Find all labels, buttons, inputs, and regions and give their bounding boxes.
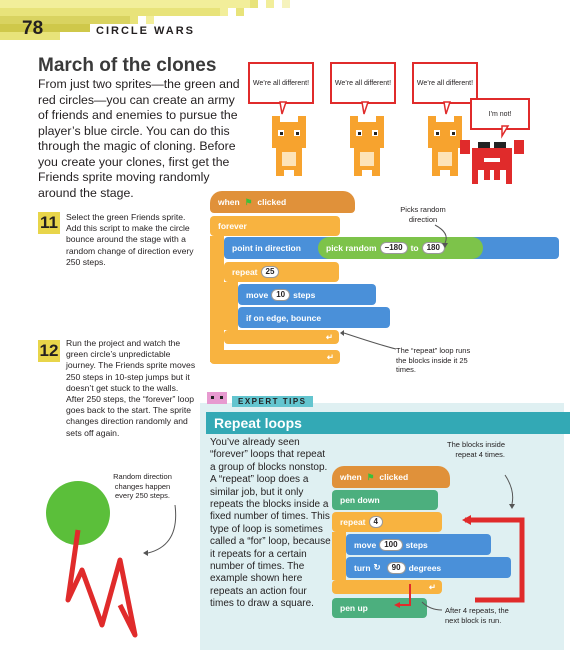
repeat-count-input[interactable]: 25: [260, 266, 280, 278]
intro-paragraph: From just two sprites—the green and red …: [38, 77, 240, 200]
forever-block[interactable]: forever: [210, 216, 340, 236]
pen-up-block[interactable]: pen up: [332, 598, 427, 618]
speech-bubble-4: I’m not!: [470, 98, 530, 130]
page-number: 78: [22, 18, 44, 39]
block-label: repeat: [232, 267, 258, 277]
block-label: clicked: [257, 197, 287, 207]
note-random-direction: Random direction changes happen every 25…: [113, 472, 172, 500]
speech-bubble-3: We’re all different!: [412, 62, 478, 104]
article-title: March of the clones: [38, 55, 217, 76]
robot-icon: [207, 392, 227, 404]
sprite-illustration: [272, 101, 524, 184]
green-flag-icon: ⚑: [366, 471, 375, 482]
note-repeat-loop: The “repeat” loop runs the blocks inside…: [396, 346, 471, 374]
repeat-block[interactable]: repeat 4: [332, 512, 442, 532]
header-pattern: [0, 0, 571, 41]
cat-sprite-icon: [350, 116, 384, 176]
block-label: pen up: [340, 603, 368, 613]
bounce-block[interactable]: if on edge, bounce: [238, 307, 390, 328]
loop-arrow-icon: ↵: [428, 581, 436, 592]
block-label: when: [218, 197, 240, 207]
repeat-block-arm: [332, 532, 346, 580]
turn-degrees-input[interactable]: 90: [386, 561, 406, 574]
step-number-12: 12: [38, 340, 60, 362]
block-label: pen down: [340, 495, 380, 505]
step-number-11: 11: [38, 212, 60, 234]
random-path-drawing: [46, 481, 177, 638]
repeat-block[interactable]: repeat 25: [224, 262, 339, 282]
when-flag-clicked-block[interactable]: when ⚑ clicked: [210, 191, 355, 213]
crab-sprite-icon: [460, 140, 524, 184]
rotate-right-icon: ↻: [373, 562, 381, 572]
loop-arrow-icon: ↵: [326, 351, 334, 362]
block-label: if on edge, bounce: [246, 312, 322, 323]
note-blocks-inside: The blocks inside repeat 4 times.: [447, 440, 505, 459]
pick-random-block[interactable]: pick random −180 to 180: [318, 237, 483, 259]
forever-block-end: ↵: [210, 350, 340, 364]
loop-arrow-icon: ↵: [325, 331, 333, 342]
turn-degrees-block[interactable]: turn ↻ 90 degrees: [346, 557, 511, 578]
cat-sprite-icon: [428, 116, 462, 176]
block-label: move: [246, 289, 269, 300]
block-label: forever: [218, 221, 247, 231]
note-picks-random: Picks random direction: [400, 205, 446, 224]
note-after-four: After 4 repeats, the next block is run.: [445, 606, 509, 625]
move-steps-input[interactable]: 10: [271, 288, 291, 301]
block-label: to: [410, 243, 419, 253]
annotation-arrows: [340, 224, 448, 350]
speech-bubble-2: We’re all different!: [330, 62, 396, 104]
block-label: when: [340, 472, 362, 482]
block-label: clicked: [379, 472, 409, 482]
random-max-input[interactable]: 180: [421, 242, 445, 254]
when-flag-clicked-block[interactable]: when ⚑ clicked: [332, 466, 450, 488]
block-label: steps: [293, 289, 316, 300]
move-steps-block[interactable]: move 10 steps: [238, 284, 376, 305]
loop-arrows: [394, 474, 525, 611]
expert-tips-body: You’ve already seen “forever” loops that…: [210, 437, 331, 610]
block-label: turn: [354, 562, 371, 573]
repeat-block-end: ↵: [224, 330, 339, 344]
header-pixels: [0, 0, 571, 41]
green-flag-icon: ⚑: [244, 196, 253, 207]
green-circle: [46, 481, 110, 545]
random-min-input[interactable]: −180: [379, 242, 408, 254]
repeat-block-end: ↵: [332, 580, 442, 594]
block-label: degrees: [408, 562, 442, 573]
speech-bubble-1: We’re all different!: [248, 62, 314, 104]
block-label: move: [354, 539, 377, 550]
expert-tips-title: Repeat loops: [206, 412, 570, 434]
pen-down-block[interactable]: pen down: [332, 490, 438, 510]
block-label: repeat: [340, 517, 366, 527]
step-text-11: Select the green Friends sprite. Add thi…: [66, 212, 194, 267]
cat-sprite-icon: [272, 116, 306, 176]
block-label: steps: [405, 539, 428, 550]
move-steps-input[interactable]: 100: [379, 538, 403, 551]
repeat-count-input[interactable]: 4: [368, 516, 383, 528]
forever-block-arm: [210, 236, 224, 362]
section-title: CIRCLE WARS: [96, 25, 195, 37]
block-label: point in direction: [232, 243, 301, 253]
step-text-12: Run the project and watch the green circ…: [66, 338, 196, 438]
move-steps-block[interactable]: move 100 steps: [346, 534, 491, 555]
expert-tips-label: EXPERT TIPS: [232, 396, 313, 407]
block-label: pick random: [326, 243, 377, 253]
repeat-block-arm: [224, 282, 238, 330]
